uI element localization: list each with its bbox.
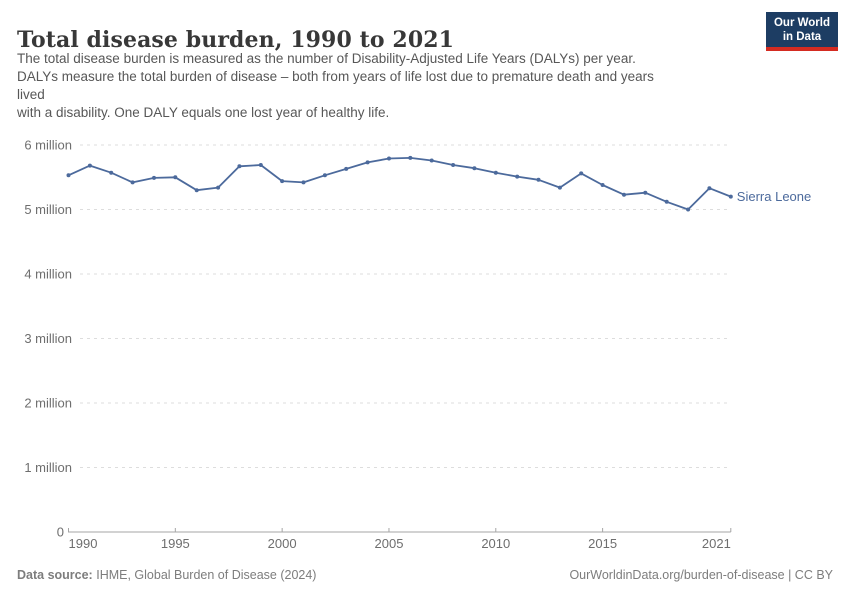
chart-subtitle: The total disease burden is measured as … [17,50,654,122]
data-point[interactable] [152,175,156,180]
data-point[interactable] [258,163,263,167]
subtitle-line: DALYs measure the total burden of diseas… [17,69,654,84]
entity-label[interactable]: Sierra Leone [737,189,811,204]
x-tick-label: 2010 [481,536,510,551]
x-tick-label: 2000 [268,536,297,551]
data-point[interactable] [664,199,669,204]
x-tick-label: 1995 [161,536,190,551]
owid-logo: Our World in Data [766,12,838,51]
x-tick-label: 2021 [702,536,731,551]
data-point[interactable] [109,170,114,175]
data-point[interactable] [707,186,712,191]
data-point[interactable] [536,177,541,182]
data-point[interactable] [66,173,71,178]
data-point[interactable] [686,207,691,212]
data-point[interactable] [557,185,562,190]
data-point[interactable] [728,194,733,199]
y-tick-label: 3 million [24,331,72,346]
data-point[interactable] [194,188,199,193]
y-tick-label: 4 million [24,267,72,282]
data-point[interactable] [322,173,327,178]
y-tick-label: 0 [57,525,64,540]
data-point[interactable] [622,192,626,197]
data-point[interactable] [237,164,242,169]
y-tick-label: 5 million [24,202,72,217]
owid-logo-line1: Our World [773,16,830,29]
data-point[interactable] [600,183,605,187]
data-point[interactable] [87,163,92,168]
x-tick-label: 2015 [588,536,617,551]
attribution-link[interactable]: OurWorldinData.org/burden-of-disease | C… [569,568,833,582]
data-source-note: Data source: IHME, Global Burden of Dise… [17,568,316,582]
line-series-sierra-leone[interactable] [67,156,732,211]
y-tick-label: 6 million [24,138,72,153]
subtitle-line: lived [17,87,45,102]
data-point[interactable] [515,174,520,179]
data-point[interactable] [301,180,306,185]
data-point[interactable] [408,155,413,160]
data-point[interactable] [280,179,285,184]
data-point[interactable] [387,156,391,161]
data-point[interactable] [216,185,221,190]
data-point[interactable] [344,166,349,171]
data-point[interactable] [579,171,584,176]
data-point[interactable] [493,170,498,175]
subtitle-line: The total disease burden is measured as … [17,51,636,66]
x-tick-label: 1990 [69,536,98,551]
y-tick-label: 1 million [24,460,72,475]
x-tick-label: 2005 [375,536,404,551]
data-point[interactable] [173,175,178,180]
page-title: Total disease burden, 1990 to 2021 [17,26,455,53]
chart-footer: Data source: IHME, Global Burden of Dise… [17,568,833,582]
data-point[interactable] [365,160,370,165]
y-tick-label: 2 million [24,396,72,411]
line-chart-canvas[interactable]: 0 1 million 2 million 3 million 4 million 5 m… [0,130,850,560]
data-point[interactable] [451,163,456,167]
data-point[interactable] [472,166,477,171]
data-point[interactable] [429,158,434,163]
data-point[interactable] [643,190,648,195]
owid-logo-line2: in Data [782,30,822,43]
data-source-label: Data source: [17,568,93,582]
subtitle-line: with a disability. One DALY equals one l… [17,105,390,120]
data-point[interactable] [130,180,135,185]
data-source-value: IHME, Global Burden of Disease (2024) [96,568,317,582]
